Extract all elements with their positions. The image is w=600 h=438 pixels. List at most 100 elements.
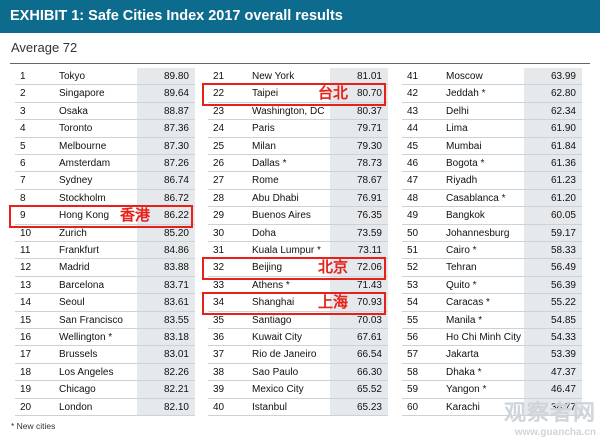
rank-number: 25	[213, 140, 225, 152]
city-name: Beijing	[252, 262, 283, 274]
city-name: Osaka	[59, 105, 88, 117]
rank-number: 2	[20, 88, 26, 100]
city-name: Kuwait City	[252, 332, 303, 343]
table-row: 2 Singapore 89.64	[15, 85, 195, 103]
city-name: Dhaka *	[446, 366, 482, 378]
table-row: 32 Beijing 72.06	[208, 259, 388, 277]
table-row: 38 Sao Paulo 66.30	[208, 364, 388, 382]
rank-number: 15	[20, 314, 32, 326]
city-score: 62.80	[550, 88, 576, 100]
table-row: 26 Dallas * 78.73	[208, 155, 388, 173]
city-score: 73.11	[357, 245, 382, 256]
city-name: Kuala Lumpur *	[252, 245, 321, 256]
rank-number: 58	[407, 366, 419, 378]
city-score: 87.26	[163, 158, 189, 169]
city-score: 61.84	[550, 140, 576, 152]
city-score: 86.72	[163, 192, 189, 204]
city-name: Chicago	[59, 384, 96, 396]
table-row: 55 Manila * 54.85	[402, 312, 582, 329]
rank-number: 37	[213, 349, 225, 361]
table-row: 30 Doha 73.59	[208, 225, 388, 242]
city-name: Paris	[252, 123, 275, 135]
rank-number: 27	[213, 175, 225, 187]
rank-number: 16	[20, 332, 32, 343]
table-row: 54 Caracas * 55.22	[402, 294, 582, 312]
city-score: 67.61	[356, 332, 382, 343]
ranking-column: 41 Moscow 63.99 42 Jeddah * 62.80 43 Delhi 62.34…	[402, 68, 582, 416]
rank-number: 28	[213, 192, 225, 204]
city-name: Casablanca *	[446, 192, 506, 204]
highlight-box	[202, 292, 386, 315]
table-row: 1 Tokyo 89.80	[15, 68, 195, 86]
table-row: 24 Paris 79.71	[208, 120, 388, 138]
city-score: 61.20	[550, 192, 576, 204]
city-score: 89.64	[163, 88, 189, 100]
table-row: 23 Washington, DC 80.37	[208, 103, 388, 121]
city-name: Tehran	[446, 262, 477, 274]
table-row: 42 Jeddah * 62.80	[402, 85, 582, 103]
rank-number: 4	[20, 123, 26, 135]
city-score: 82.21	[163, 384, 189, 396]
rank-number: 52	[407, 262, 419, 274]
city-score: 78.67	[356, 175, 382, 187]
city-score: 85.20	[163, 227, 189, 239]
city-name: Manila *	[446, 314, 483, 326]
table-row: 4 Toronto 87.36	[15, 120, 195, 138]
city-name: Karachi	[446, 401, 480, 413]
rank-number: 11	[20, 245, 31, 256]
city-score: 71.43	[356, 279, 382, 291]
city-score: 89.80	[163, 71, 189, 82]
watermark: 观察者网 www.guancha.cn	[504, 395, 596, 438]
city-name: Cairo *	[446, 245, 477, 256]
city-name: Wellington *	[59, 332, 113, 343]
rank-number: 46	[407, 158, 419, 169]
footnote: * New cities	[11, 421, 56, 431]
city-name: Frankfurt	[59, 245, 100, 256]
city-name: Ho Chi Minh City	[446, 332, 522, 343]
city-score: 86.22	[163, 210, 189, 222]
ranking-column: 1 Tokyo 89.80 2 Singapore 89.64 3 Osaka 88.87 4 To…	[9, 68, 195, 416]
table-row: 10 Zurich 85.20	[15, 225, 195, 242]
rank-number: 14	[20, 297, 32, 309]
table-row: 17 Brussels 83.01	[15, 346, 195, 364]
table-row: 48 Casablanca * 61.20	[402, 190, 582, 208]
rank-number: 22	[213, 88, 225, 100]
city-name: Athens *	[252, 279, 290, 291]
rank-number: 23	[213, 105, 225, 117]
rank-number: 59	[407, 384, 419, 396]
city-name: Bogota *	[446, 158, 485, 169]
rank-number: 30	[213, 227, 225, 239]
city-score: 59.17	[550, 227, 576, 239]
city-name: Doha	[252, 227, 276, 239]
city-score: 79.30	[356, 140, 382, 152]
rank-number: 19	[20, 384, 32, 396]
rank-number: 32	[213, 262, 225, 274]
rank-number: 24	[213, 123, 225, 135]
city-name: Los Angeles	[59, 366, 114, 378]
city-score: 80.37	[356, 105, 382, 117]
city-name: Washington, DC	[252, 105, 325, 117]
table-row: 51 Cairo * 58.33	[402, 242, 582, 260]
table-row: 18 Los Angeles 82.26	[15, 364, 195, 382]
table-row: 25 Milan 79.30	[208, 138, 388, 155]
city-score: 65.52	[356, 384, 382, 396]
rank-number: 43	[407, 105, 419, 117]
city-score: 83.55	[163, 314, 189, 326]
rank-number: 44	[407, 123, 419, 135]
exhibit-title: EXHIBIT 1: Safe Cities Index 2017 overal…	[0, 0, 600, 33]
rank-number: 40	[213, 401, 225, 413]
chinese-city-label: 上海	[318, 293, 349, 312]
table-row: 37 Rio de Janeiro 66.54	[208, 346, 388, 364]
city-score: 83.61	[163, 297, 189, 309]
rank-number: 53	[407, 279, 419, 291]
city-score: 47.37	[550, 366, 576, 378]
city-name: Zurich	[59, 227, 87, 239]
city-name: Santiago	[252, 314, 292, 326]
city-name: Melbourne	[59, 140, 107, 152]
table-row: 27 Rome 78.67	[208, 172, 388, 190]
rank-number: 29	[213, 210, 225, 222]
table-row: 57 Jakarta 53.39	[402, 346, 582, 364]
rank-number: 39	[213, 384, 225, 396]
chinese-city-label: 香港	[120, 206, 151, 225]
city-score: 58.33	[550, 245, 576, 256]
